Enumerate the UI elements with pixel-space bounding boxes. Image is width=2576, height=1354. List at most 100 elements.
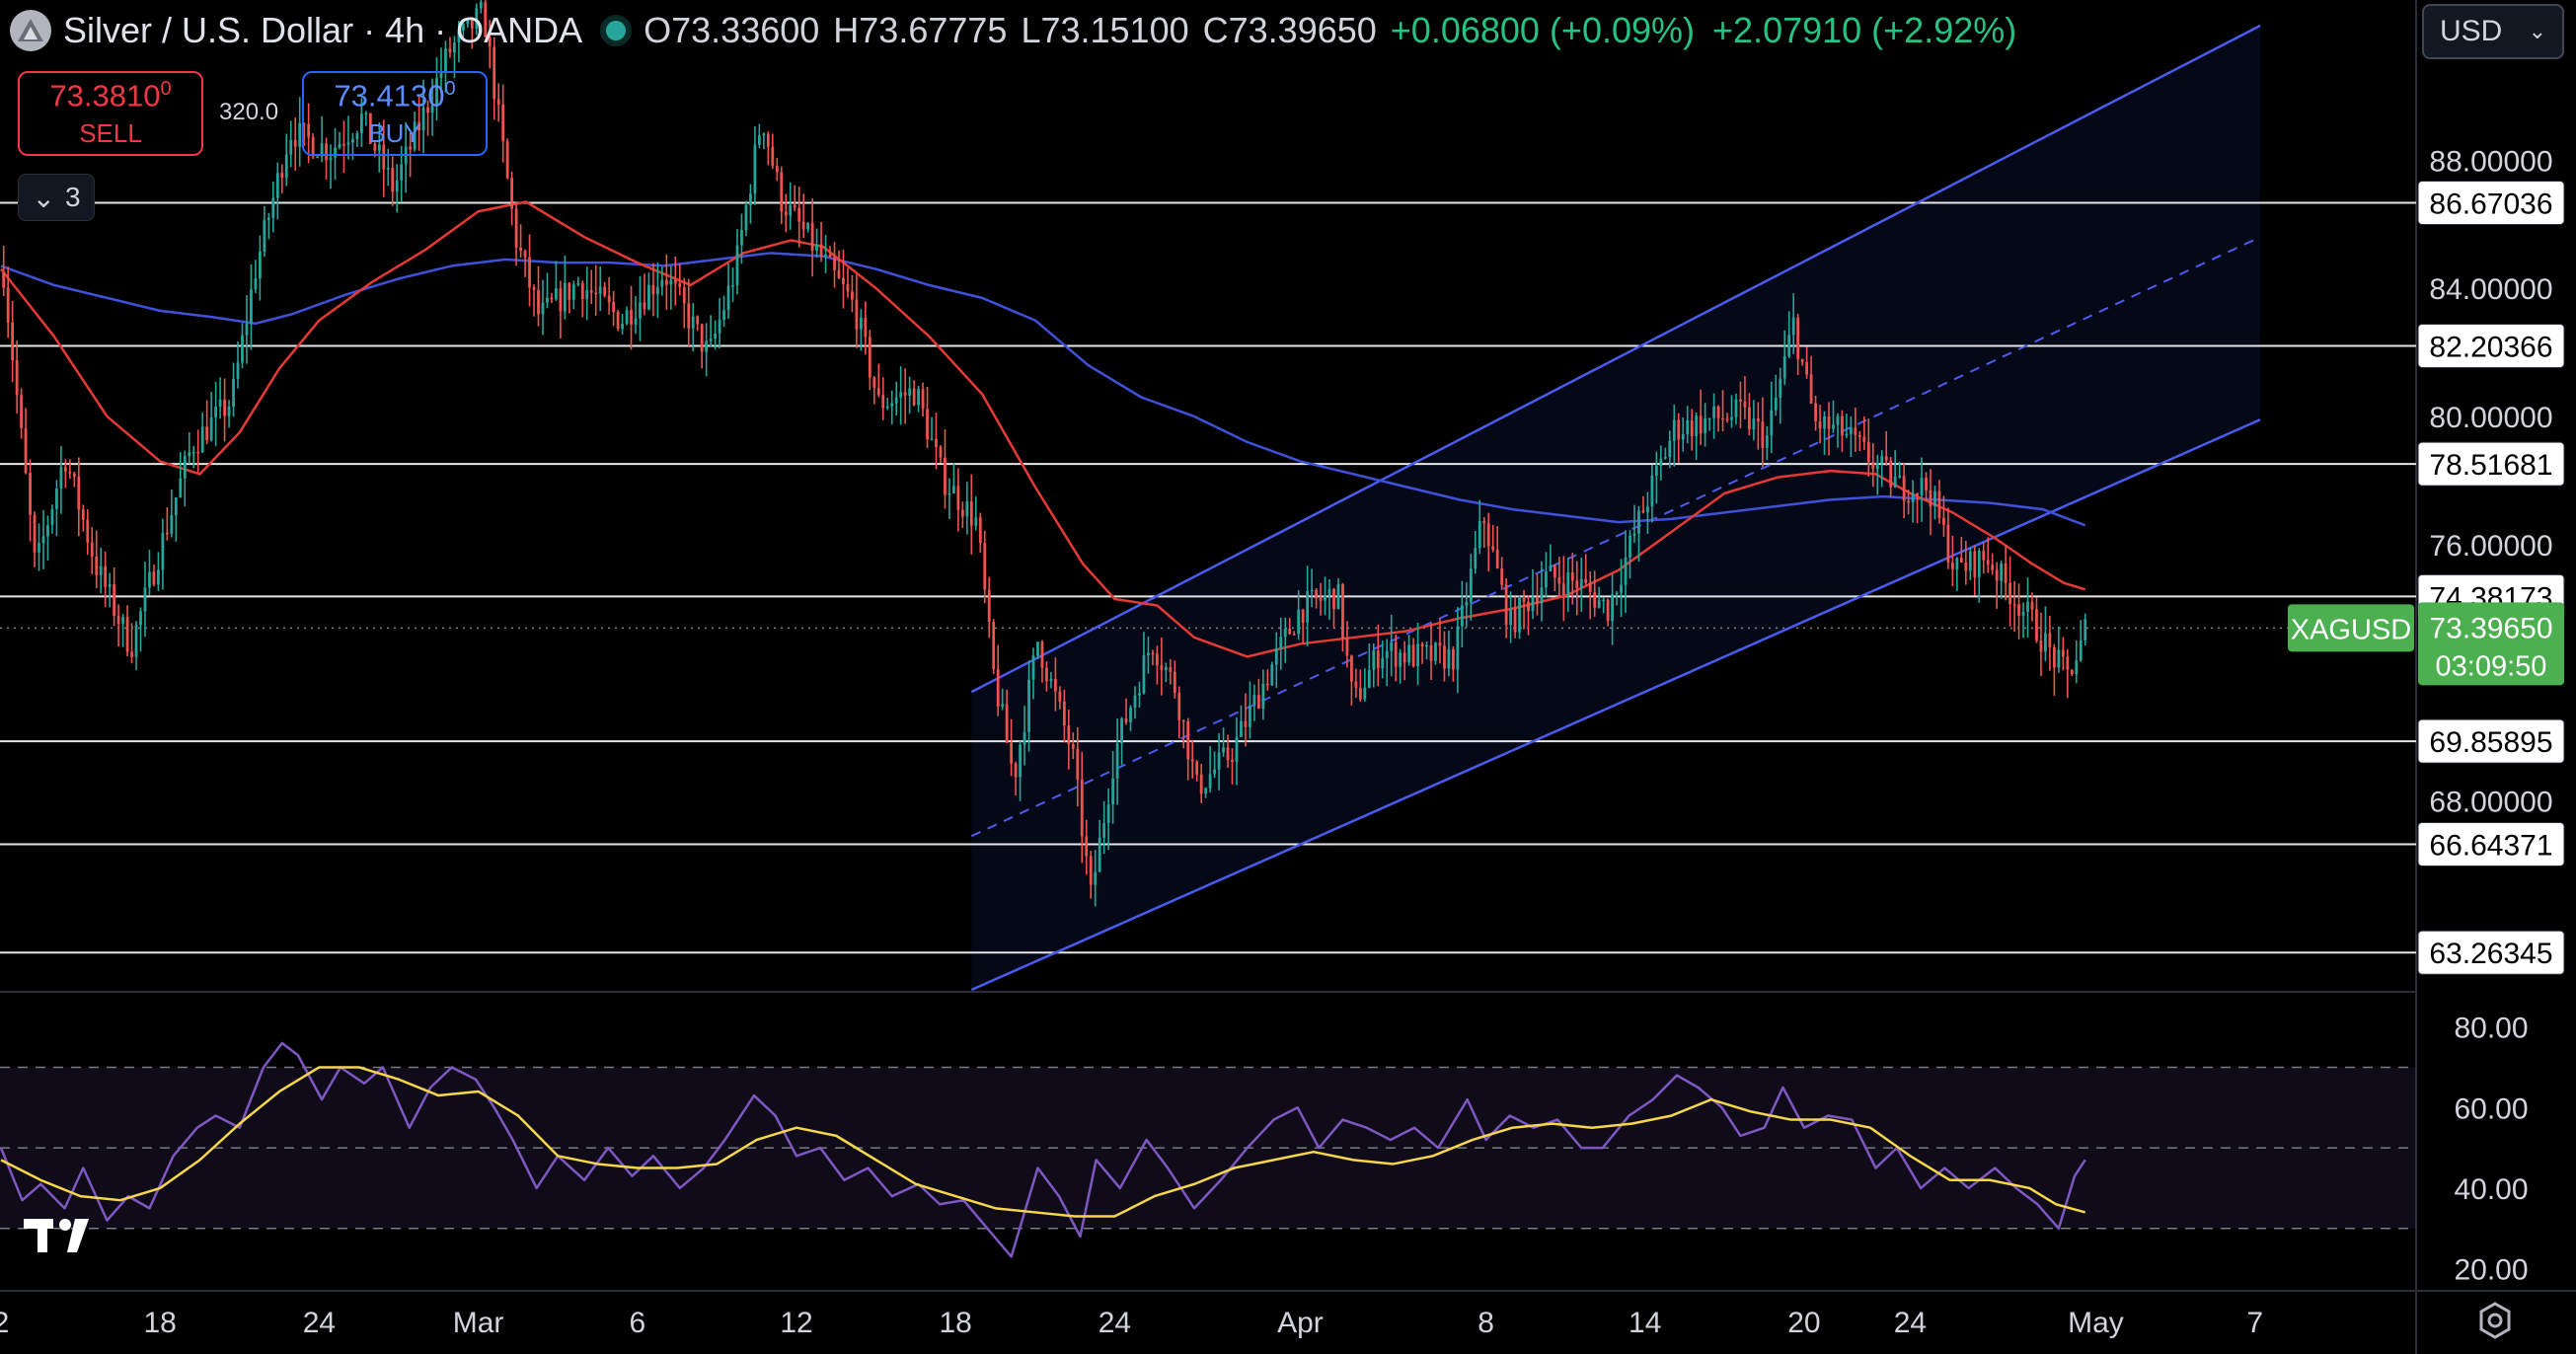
ohlc-low: L73.15100	[1021, 10, 1189, 50]
candle-body	[1297, 609, 1301, 635]
candle-body	[15, 360, 19, 396]
buy-button[interactable]: 73.41300 BUY	[302, 71, 488, 156]
candle-body	[1995, 569, 1999, 581]
symbol-title[interactable]: Silver / U.S. Dollar · 4h · OANDA	[63, 10, 583, 50]
candle-body	[188, 451, 191, 457]
sell-button[interactable]: 73.38100 SELL	[18, 71, 203, 156]
rsi-ma-line	[0, 1066, 2086, 1218]
candle-body	[669, 279, 673, 285]
candle-body	[1880, 456, 1884, 464]
time-tick-label: Apr	[1277, 1307, 1324, 1339]
candle-body	[1654, 466, 1658, 476]
currency-select[interactable]: USD ⌄	[2422, 4, 2564, 59]
candle-body	[113, 584, 116, 616]
candle-body	[1252, 695, 1256, 706]
sell-label: SELL	[79, 117, 142, 148]
candle-body	[1730, 416, 1733, 420]
candle-body	[621, 324, 624, 330]
time-tick-label: 7	[2246, 1307, 2263, 1339]
candle-body	[492, 46, 496, 100]
candle-body	[1624, 557, 1628, 585]
candle-body	[678, 283, 682, 288]
candle-body	[793, 204, 796, 208]
candle-body	[594, 292, 598, 295]
candle-body	[1782, 355, 1786, 379]
candle-body	[1217, 752, 1221, 770]
candle-body	[1739, 399, 1742, 402]
tradingview-logo-icon	[24, 1212, 99, 1265]
candle-body	[603, 286, 607, 296]
candle-body	[368, 113, 372, 144]
candle-body	[580, 283, 584, 300]
settings-gear-icon[interactable]	[2475, 1301, 2515, 1340]
candle-body	[1465, 602, 1469, 606]
candle-body	[1911, 492, 1915, 502]
candle-body	[651, 284, 655, 295]
rsi-line	[0, 1041, 2086, 1258]
candle-body	[1933, 490, 1936, 507]
candle-body	[819, 244, 823, 257]
level-label: 66.64371	[2429, 830, 2552, 863]
candle-body	[643, 302, 646, 310]
candle-body	[1796, 317, 1800, 359]
candle-body	[1477, 520, 1481, 549]
candle-body	[868, 337, 871, 378]
candle-body	[837, 269, 841, 278]
candle-body	[72, 473, 76, 477]
candle-body	[232, 378, 235, 407]
candle-body	[461, 24, 465, 31]
candle-body	[1332, 588, 1335, 610]
candle-body	[214, 406, 218, 418]
ma-fast-line	[0, 200, 2086, 658]
candle-body	[559, 288, 563, 312]
candle-body	[271, 197, 275, 218]
candle-body	[899, 392, 903, 398]
candle-body	[2030, 601, 2034, 610]
candle-body	[1376, 650, 1380, 669]
candle-body	[1416, 643, 1419, 667]
candle-body	[55, 489, 58, 509]
candle-body	[589, 289, 593, 293]
candle-body	[1756, 418, 1760, 422]
candle-body	[63, 467, 67, 472]
candle-body	[859, 318, 863, 330]
candle-body	[2026, 601, 2029, 612]
candle-body	[1080, 779, 1084, 837]
candle-body	[2066, 656, 2070, 670]
candle-body	[571, 284, 575, 300]
candle-body	[510, 178, 514, 209]
symbol-tag-box	[2288, 604, 2414, 652]
candle-body	[1336, 583, 1340, 610]
candle-body	[1553, 564, 1556, 578]
candle-body	[855, 299, 859, 330]
candle-body	[444, 48, 447, 73]
candle-body	[453, 42, 456, 52]
candle-body	[1469, 568, 1473, 603]
candle-body	[828, 254, 832, 258]
candle-body	[33, 514, 37, 553]
candle-body	[501, 105, 505, 142]
candle-body	[2075, 660, 2079, 675]
buy-label: BUY	[368, 117, 421, 148]
candle-body	[1611, 594, 1614, 622]
candle-body	[1743, 401, 1747, 408]
candle-body	[346, 142, 350, 145]
candle-body	[1549, 564, 1553, 571]
candle-body	[815, 244, 818, 251]
candle-body	[1986, 560, 1990, 565]
candle-body	[2, 271, 6, 288]
candle-body	[1545, 570, 1548, 588]
candle-body	[280, 173, 284, 179]
candle-body	[50, 508, 54, 526]
candle-body	[413, 121, 417, 150]
candle-body	[1124, 718, 1128, 722]
candle-body	[757, 135, 761, 145]
candle-body	[890, 403, 894, 407]
candle-body	[1916, 492, 1919, 495]
candle-body	[1350, 655, 1353, 682]
candle-body	[1341, 583, 1344, 639]
candle-body	[439, 72, 443, 78]
candle-body	[1854, 427, 1857, 435]
indicators-toggle-button[interactable]: ⌄ 3	[18, 174, 95, 221]
